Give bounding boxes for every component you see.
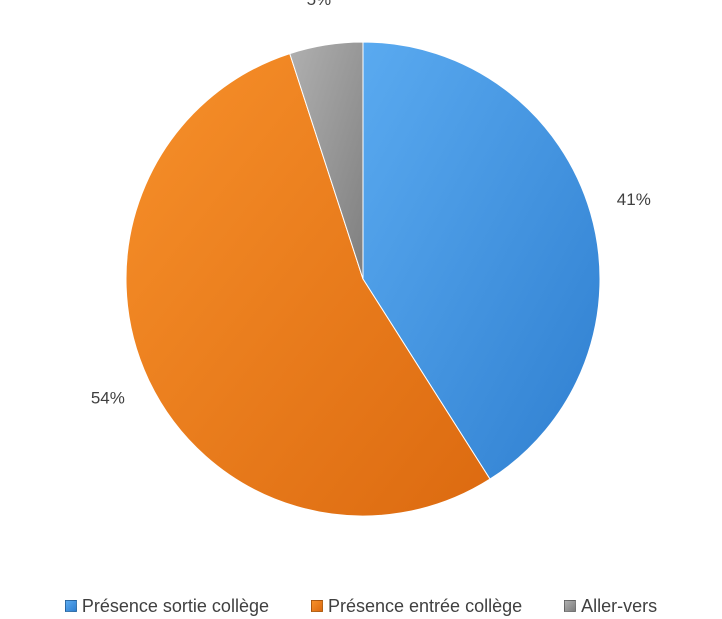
pie-slice-presence-sortie [362, 41, 601, 480]
legend-label: Présence sortie collège [81, 595, 269, 616]
pie-slice-presence-entree [125, 52, 491, 517]
legend-label: Présence entrée collège [327, 595, 523, 616]
legend-swatch-blue [64, 600, 77, 612]
legend-swatch-gray [564, 600, 577, 612]
legend-item-presence-entree: Présence entrée collège [310, 595, 523, 617]
legend-item-aller-vers: Aller-vers [564, 596, 657, 617]
chart-legend: Présence sortie collège Présence entrée … [0, 593, 722, 619]
legend-swatch-orange [310, 600, 323, 612]
data-label-0: 41% [617, 190, 651, 209]
legend-label: Aller-vers [581, 595, 658, 616]
data-label-1: 54% [91, 389, 125, 408]
data-label-2: 5% [307, 0, 332, 9]
pie-slice-aller-vers [289, 41, 364, 280]
legend-item-presence-sortie: Présence sortie collège [64, 595, 269, 617]
pie-data-labels: 41% 54% 5% [91, 0, 651, 408]
pie-slices [125, 41, 601, 517]
